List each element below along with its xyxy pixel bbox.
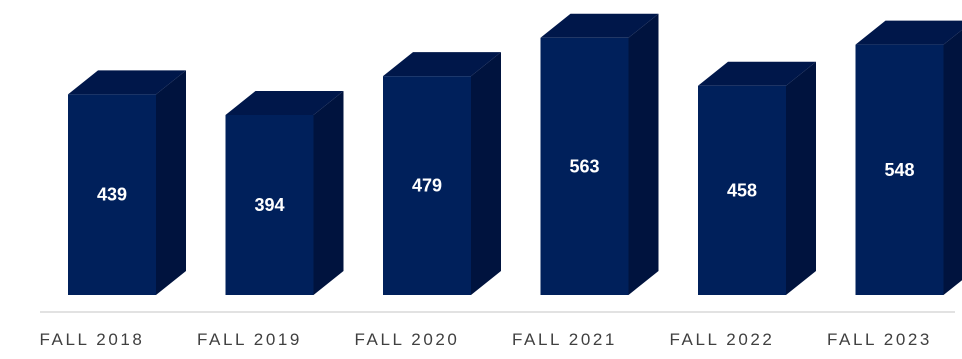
bar-side-face: [944, 21, 962, 295]
bar-value-label: 394: [254, 195, 284, 215]
bar-value-label: 439: [97, 185, 127, 205]
bar-side-face: [156, 70, 186, 295]
bar-side-face: [471, 52, 501, 295]
bar-side-face: [314, 91, 344, 295]
x-tick-label: FALL 2020: [354, 330, 459, 349]
x-tick-label: FALL 2022: [669, 330, 774, 349]
bar-side-face: [629, 14, 659, 295]
bar-fall-2019: 394: [226, 91, 344, 295]
bar-fall-2021: 563: [541, 14, 659, 295]
bars-group: 439 394 479 563 458 548: [68, 14, 962, 295]
bar-fall-2023: 548: [856, 21, 962, 295]
bar-fall-2018: 439: [68, 70, 186, 295]
x-tick-label: FALL 2019: [197, 330, 302, 349]
bar-fall-2022: 458: [698, 62, 816, 295]
x-axis-labels: FALL 2018 FALL 2019 FALL 2020 FALL 2021 FALL…: [39, 330, 932, 349]
x-tick-label: FALL 2018: [39, 330, 144, 349]
bar-top-face: [856, 21, 962, 45]
bar-value-label: 548: [884, 160, 914, 180]
bar-fall-2020: 479: [383, 52, 501, 295]
bar-value-label: 479: [412, 176, 442, 196]
bar-side-face: [786, 62, 816, 295]
x-tick-label: FALL 2021: [512, 330, 617, 349]
x-tick-label: FALL 2023: [827, 330, 932, 349]
bar-value-label: 458: [727, 180, 757, 200]
bar-value-label: 563: [569, 156, 599, 176]
